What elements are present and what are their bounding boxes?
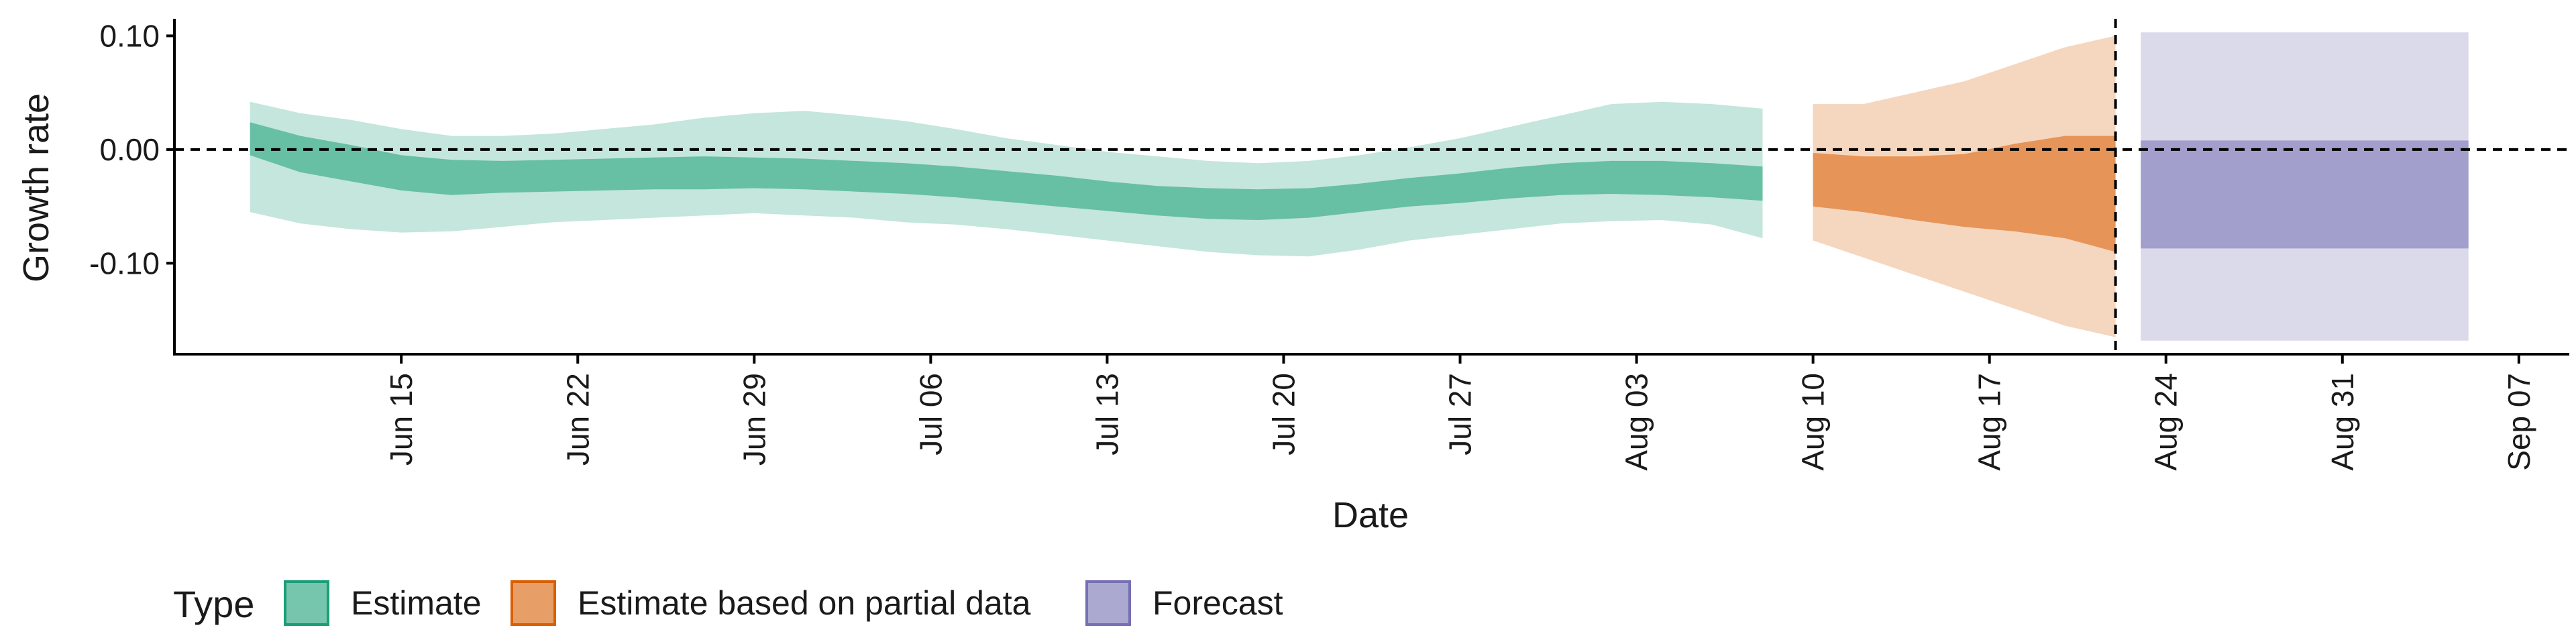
legend-swatch-estimate-based-on-partial-data [511, 580, 556, 626]
x-tick-label: Jun 15 [384, 373, 419, 466]
legend-swatch-forecast [1085, 580, 1131, 626]
y-tick-label: 0.00 [99, 132, 160, 167]
band-50-2 [2141, 140, 2469, 249]
y-tick-label: 0.10 [99, 18, 160, 53]
band-50-0 [250, 122, 1763, 220]
x-tick-label: Jul 06 [913, 373, 948, 455]
x-axis-title: Date [1332, 495, 1409, 535]
reference-lines [174, 19, 2569, 354]
legend: Type Estimate Estimate based on partial d… [173, 580, 1283, 626]
x-tick-label: Aug 31 [2325, 373, 2360, 471]
legend-label-forecast: Forecast [1152, 584, 1283, 622]
x-tick-label: Sep 07 [2502, 373, 2536, 471]
x-tick-label: Jun 29 [737, 373, 771, 466]
x-tick-label: Aug 17 [1972, 373, 2007, 471]
ticks: 0.10 0.00 -0.10 Jun 15 Jun 22 Jun 29 Jul 06 Jul… [89, 18, 2536, 470]
y-axis-title: Growth rate [16, 93, 56, 282]
x-tick-label: Jun 22 [560, 373, 595, 466]
y-tick-label: -0.10 [89, 246, 160, 280]
ribbon-bands [250, 32, 2469, 341]
x-tick-label: Aug 24 [2149, 373, 2184, 471]
legend-title: Type [173, 583, 254, 625]
x-tick-label: Jul 27 [1443, 373, 1478, 455]
legend-label-estimate-based-on-partial-data: Estimate based on partial data [578, 584, 1031, 622]
legend-swatch-estimate [284, 580, 329, 626]
x-tick-label: Aug 03 [1619, 373, 1654, 471]
x-tick-label: Jul 13 [1089, 373, 1124, 455]
x-tick-label: Aug 10 [1796, 373, 1831, 471]
band-50-1 [1813, 136, 2116, 252]
axes [173, 19, 2569, 356]
legend-label-estimate: Estimate [351, 584, 482, 622]
x-tick-label: Jul 20 [1266, 373, 1301, 455]
